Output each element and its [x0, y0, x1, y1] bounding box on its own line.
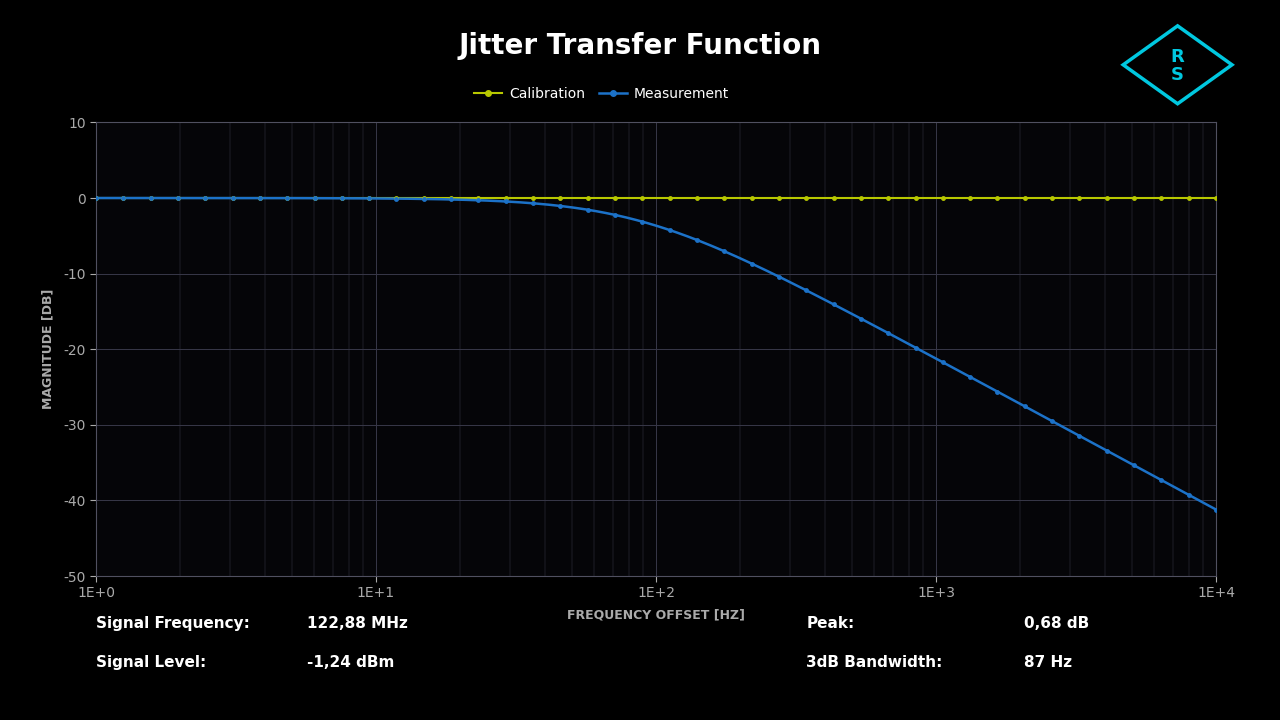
- Text: Jitter Transfer Function: Jitter Transfer Function: [458, 32, 822, 60]
- Legend: Calibration, Measurement: Calibration, Measurement: [470, 83, 733, 105]
- Text: Signal Level:: Signal Level:: [96, 655, 206, 670]
- X-axis label: FREQUENCY OFFSET [HZ]: FREQUENCY OFFSET [HZ]: [567, 608, 745, 622]
- Text: R: R: [1171, 48, 1184, 66]
- Text: 87 Hz: 87 Hz: [1024, 655, 1073, 670]
- Y-axis label: MAGNITUDE [DB]: MAGNITUDE [DB]: [42, 289, 55, 410]
- Text: Signal Frequency:: Signal Frequency:: [96, 616, 250, 631]
- Text: 0,68 dB: 0,68 dB: [1024, 616, 1089, 631]
- Text: Peak:: Peak:: [806, 616, 855, 631]
- Text: -1,24 dBm: -1,24 dBm: [307, 655, 394, 670]
- Text: 122,88 MHz: 122,88 MHz: [307, 616, 408, 631]
- Text: 3dB Bandwidth:: 3dB Bandwidth:: [806, 655, 943, 670]
- Text: S: S: [1171, 66, 1184, 84]
